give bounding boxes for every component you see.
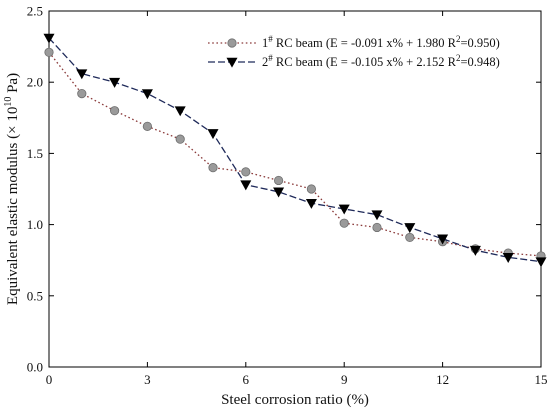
legend-text-part: RC beam xyxy=(273,36,323,50)
legend-text-part: 2 xyxy=(456,53,461,63)
x-tick-label: 15 xyxy=(535,372,548,387)
data-point xyxy=(109,77,121,88)
y-axis-title-times: × xyxy=(5,125,21,133)
data-point xyxy=(44,47,54,57)
legend-text-part: # xyxy=(268,34,273,44)
y-tick-label: 2.0 xyxy=(27,75,43,90)
x-tick-label: 12 xyxy=(436,372,449,387)
legend-text-part: (E = -0.091 x% + 1.980 xyxy=(326,36,445,50)
y-tick-label: 2.5 xyxy=(27,4,43,19)
data-point xyxy=(43,33,55,44)
y-tick-label: 0.0 xyxy=(27,360,43,375)
y-axis-title-exponent: 10 xyxy=(3,97,14,107)
y-axis-title: Equivalent elastic modulus (× 1010 Pa) xyxy=(3,73,21,305)
legend-text-part: (E = -0.105 x% + 2.152 xyxy=(326,55,445,69)
series-1 xyxy=(44,47,546,261)
data-point xyxy=(372,222,382,233)
legend-label: 1# RC beam (E = -0.091 x% + 1.980 R2=0.9… xyxy=(262,34,500,50)
data-point xyxy=(273,187,285,198)
data-point xyxy=(339,218,349,228)
data-point xyxy=(338,204,350,215)
data-point xyxy=(502,253,514,263)
y-axis-title-unit: Pa) xyxy=(5,73,21,97)
y-tick-label: 0.5 xyxy=(27,288,43,303)
series-line xyxy=(48,51,542,257)
legend-label: 2# RC beam (E = -0.105 x% + 2.152 R2=0.9… xyxy=(262,53,500,69)
data-point xyxy=(142,121,152,131)
data-point xyxy=(141,89,153,100)
legend-entry-1: 1# RC beam (E = -0.091 x% + 1.980 R2=0.9… xyxy=(208,34,500,50)
plot-frame xyxy=(48,10,542,368)
data-point xyxy=(240,180,252,191)
data-point xyxy=(77,88,87,99)
x-tick-label: 9 xyxy=(341,372,348,387)
data-point xyxy=(306,184,316,194)
axis-titles: Steel corrosion ratio (%) Equivalent ela… xyxy=(3,73,369,408)
x-tick-label: 6 xyxy=(243,372,250,387)
data-point xyxy=(437,234,449,245)
legend-text-part: =0.950) xyxy=(460,36,499,50)
data-point xyxy=(405,232,415,243)
series-2 xyxy=(43,33,547,268)
data-point xyxy=(404,223,416,234)
data-point xyxy=(226,57,238,68)
y-axis-title-main: Equivalent elastic modulus ( xyxy=(5,134,21,305)
legend-text-part: R xyxy=(448,36,457,50)
series-group xyxy=(43,33,547,268)
y-axis-title-base: 10 xyxy=(5,107,21,126)
data-point xyxy=(273,175,284,186)
series-line xyxy=(48,37,542,263)
legend-text-part: # xyxy=(268,53,273,63)
legend: 1# RC beam (E = -0.091 x% + 1.980 R2=0.9… xyxy=(208,34,500,69)
data-point xyxy=(110,106,120,116)
data-point xyxy=(208,163,218,173)
legend-text-part: R xyxy=(448,55,457,69)
data-point xyxy=(207,129,219,140)
y-tick-label: 1.5 xyxy=(27,146,43,161)
data-point xyxy=(241,167,251,177)
legend-text-part: 2 xyxy=(456,34,461,44)
y-tick-label: 1.0 xyxy=(27,217,43,232)
legend-text-part: RC beam xyxy=(273,55,323,69)
data-point xyxy=(174,106,186,117)
legend-text-part: 1 xyxy=(262,36,268,50)
x-tick-label: 0 xyxy=(46,372,53,387)
x-axis-title: Steel corrosion ratio (%) xyxy=(221,392,369,408)
data-point xyxy=(469,245,481,256)
data-point xyxy=(227,38,237,48)
axes: 0 3 6 9 12 150.00.51.01.52.02.5 xyxy=(27,4,548,388)
legend-text-part: =0.948) xyxy=(460,55,499,69)
data-point xyxy=(305,198,317,209)
legend-entry-2: 2# RC beam (E = -0.105 x% + 2.152 R2=0.9… xyxy=(208,53,500,69)
data-point xyxy=(535,257,547,268)
data-point xyxy=(175,134,185,144)
legend-text-part: 2 xyxy=(262,55,268,69)
data-point xyxy=(371,210,383,221)
data-point xyxy=(76,69,88,80)
x-tick-label: 3 xyxy=(144,372,151,387)
